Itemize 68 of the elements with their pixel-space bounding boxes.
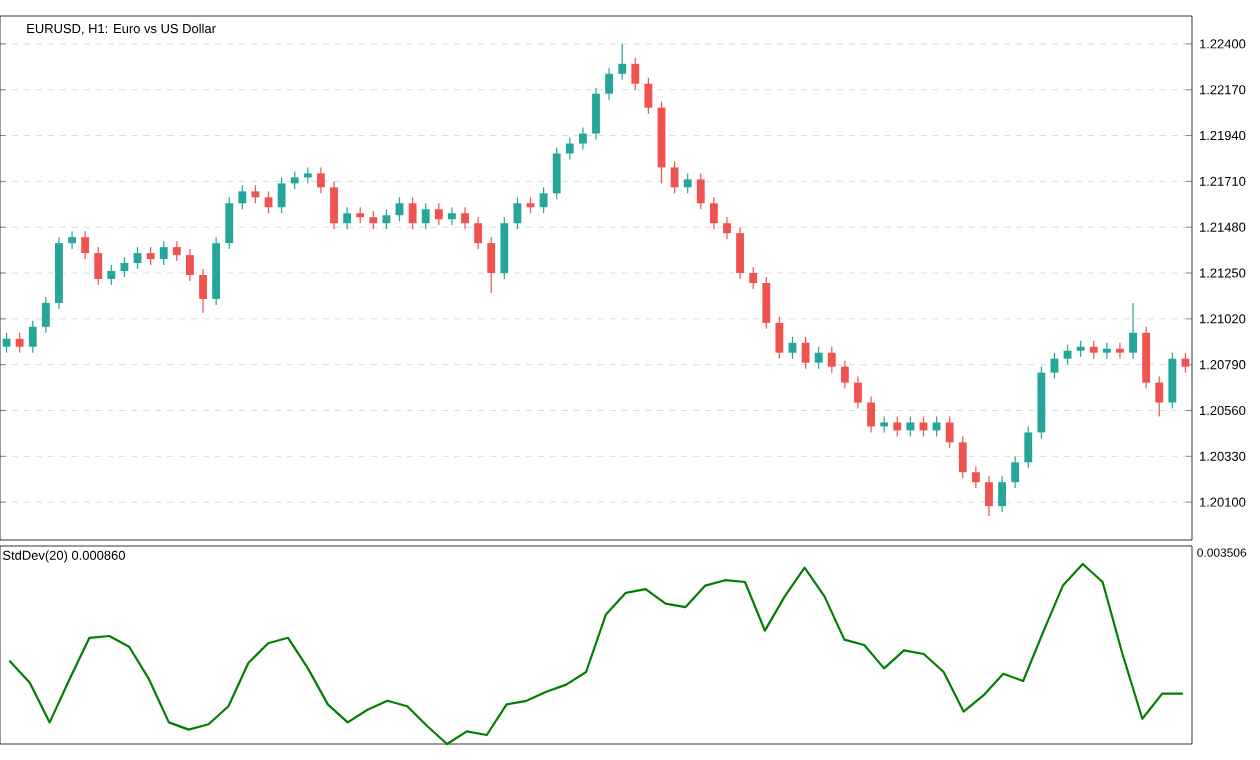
candlestick [343, 206, 352, 230]
candlestick [552, 146, 561, 200]
candlestick [487, 236, 496, 294]
candlestick [447, 206, 456, 226]
candlestick [41, 296, 50, 334]
candlestick [683, 172, 692, 194]
candlestick [723, 216, 731, 240]
candlestick [709, 196, 718, 230]
candlestick [172, 240, 181, 262]
candlestick [775, 316, 784, 360]
candlestick [788, 336, 797, 360]
candlestick [565, 136, 574, 161]
candlestick [631, 57, 640, 91]
candlestick [605, 67, 614, 101]
candlestick [827, 346, 836, 374]
candlestick [1155, 376, 1164, 418]
candlestick [736, 226, 745, 280]
candlestick [1011, 455, 1020, 489]
candlestick [408, 196, 417, 230]
candlestick [107, 264, 116, 286]
candlestick [1116, 342, 1124, 360]
candlestick [1129, 302, 1137, 360]
candlestick [199, 268, 207, 314]
candlestick [945, 415, 954, 449]
candlestick [670, 160, 679, 194]
candlestick [1024, 425, 1033, 469]
candlestick [1168, 352, 1177, 410]
candlestick [15, 332, 24, 354]
candlestick [513, 196, 522, 230]
candlestick [159, 240, 168, 266]
candlestick [28, 320, 37, 354]
candlestick [971, 465, 980, 489]
candlestick [94, 246, 103, 286]
candlestick [696, 172, 705, 210]
candlestick [225, 196, 234, 250]
candlestick [592, 87, 600, 141]
candlestick [578, 126, 587, 151]
candlestick [985, 475, 993, 517]
candlestick [81, 230, 90, 260]
candlestick [133, 246, 142, 270]
candlestick [68, 230, 76, 250]
candlestick [958, 435, 967, 479]
candlestick [644, 77, 653, 115]
candlestick [264, 190, 273, 214]
candlestick [906, 415, 915, 437]
candlestick [1102, 342, 1111, 360]
candlestick [998, 475, 1006, 513]
candlestick [814, 346, 823, 370]
candlestick [749, 266, 758, 290]
candlestick [867, 395, 876, 434]
candlestick [421, 202, 430, 230]
candlestick [474, 216, 483, 250]
candlestick [186, 248, 194, 282]
candlestick [330, 180, 338, 230]
candlestick [801, 336, 810, 370]
candlestick [932, 415, 941, 437]
candlestick [539, 186, 548, 214]
candlestick [762, 276, 771, 330]
candlestick [238, 184, 247, 210]
candlestick [277, 176, 286, 214]
candlestick [316, 166, 325, 194]
candlestick [840, 360, 849, 390]
candlestick [382, 208, 391, 230]
candlestick [618, 43, 627, 81]
candlestick [461, 206, 469, 230]
candlestick [854, 376, 862, 410]
candlestick [893, 415, 902, 437]
candlestick [434, 202, 443, 226]
